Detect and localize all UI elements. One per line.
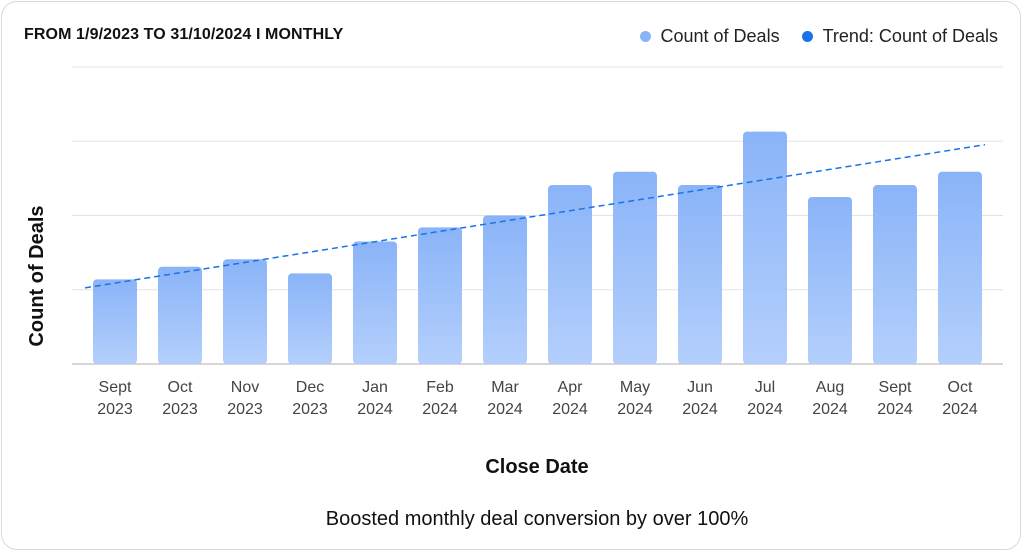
bar-feb-2024[interactable] [418, 227, 462, 364]
x-tick-month: Jun [687, 379, 713, 396]
legend: Count of Deals Trend: Count of Deals [639, 26, 998, 47]
x-tick-year: 2023 [162, 401, 198, 418]
trend-line [84, 143, 986, 289]
bar-nov-2023[interactable] [223, 259, 267, 364]
x-tick-year: 2023 [97, 401, 133, 418]
x-tick-year: 2024 [487, 401, 523, 418]
y-axis-label: Count of Deals [26, 205, 48, 347]
legend-label: Trend: Count of Deals [822, 26, 998, 46]
x-tick-year: 2024 [552, 401, 588, 418]
bar-oct-2023[interactable] [158, 266, 202, 364]
bar-jun-2024[interactable] [678, 185, 722, 364]
bar-aug-2024[interactable] [808, 196, 852, 364]
x-tick-month: May [620, 379, 650, 396]
bar-sept-2023[interactable] [93, 279, 137, 364]
x-tick-year: 2024 [877, 401, 913, 418]
chart-title: FROM 1/9/2023 TO 31/10/2024 I MONTHLY [24, 26, 344, 43]
x-tick-year: 2024 [617, 401, 653, 418]
x-tick-month: Aug [816, 379, 844, 396]
x-tick-month: Feb [426, 379, 454, 396]
legend-item-trend[interactable]: Trend: Count of Deals [801, 26, 998, 47]
chart-caption: Boosted monthly deal conversion by over … [325, 508, 749, 530]
x-tick-year: 2023 [292, 401, 328, 418]
x-tick-year: 2024 [812, 401, 848, 418]
bar-may-2024[interactable] [613, 171, 657, 364]
x-tick-month: Nov [231, 379, 259, 396]
x-tick-month: Sept [879, 379, 912, 396]
x-tick-month: Mar [491, 379, 519, 396]
bar-sept-2024[interactable] [873, 185, 917, 364]
bar-jan-2024[interactable] [353, 241, 397, 364]
bar-apr-2024[interactable] [548, 185, 592, 364]
x-tick-month: Dec [296, 379, 324, 396]
x-tick-year: 2024 [682, 401, 718, 418]
x-tick-month: Sept [99, 379, 132, 396]
x-tick-year: 2024 [942, 401, 978, 418]
x-tick-month: Oct [948, 379, 973, 396]
bar-dec-2023[interactable] [288, 273, 332, 364]
bar-oct-2024[interactable] [938, 171, 982, 364]
legend-dot-icon [801, 31, 813, 42]
x-tick-month: Jul [755, 379, 775, 396]
x-tick-month: Apr [558, 379, 584, 396]
bar-mar-2024[interactable] [483, 215, 527, 365]
x-tick-year: 2024 [422, 401, 458, 418]
x-tick-year: 2024 [747, 401, 783, 418]
x-axis-label: Close Date [485, 456, 589, 478]
x-tick-month: Oct [168, 379, 193, 396]
legend-item-count-of-deals[interactable]: Count of Deals [639, 26, 780, 47]
x-tick-year: 2024 [357, 401, 393, 418]
x-tick-month: Jan [362, 379, 388, 396]
legend-label: Count of Deals [660, 26, 780, 46]
bar-jul-2024[interactable] [743, 131, 787, 364]
x-tick-year: 2023 [227, 401, 263, 418]
legend-dot-icon [639, 31, 651, 42]
